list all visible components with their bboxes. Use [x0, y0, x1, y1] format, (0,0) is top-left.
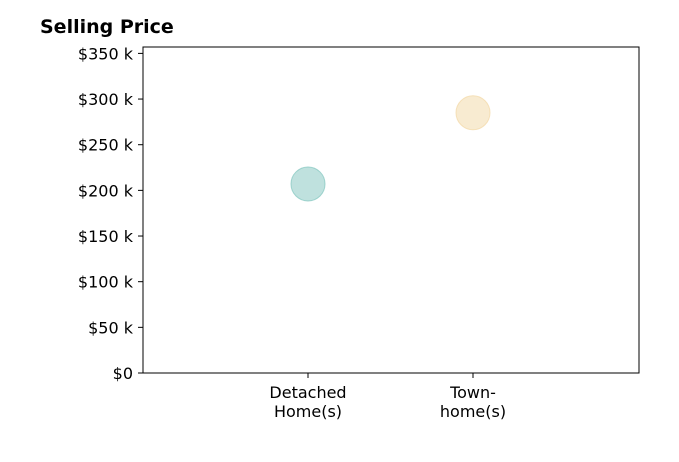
- y-tick-label: $150 k: [78, 227, 134, 246]
- x-tick-label: Town-: [449, 383, 496, 402]
- chart-title: Selling Price: [40, 16, 174, 38]
- data-point: [455, 95, 491, 131]
- plot-frame: [142, 46, 640, 374]
- y-tick-label: $0: [113, 364, 133, 383]
- y-tick-label: $250 k: [78, 136, 134, 155]
- y-tick-label: $350 k: [78, 44, 134, 63]
- y-tick-label: $200 k: [78, 181, 134, 200]
- y-tick-label: $50 k: [88, 318, 134, 337]
- y-tick-label: $300 k: [78, 90, 134, 109]
- x-tick-label: Home(s): [274, 402, 342, 421]
- y-tick-label: $100 k: [78, 273, 134, 292]
- data-points: [290, 95, 491, 202]
- x-tick-label: Detached: [269, 383, 346, 402]
- y-axis: $0 $50 k $100 k $150 k $200 k $250 k $300 k $35…: [78, 44, 143, 383]
- data-point: [290, 166, 326, 202]
- x-tick-label: home(s): [440, 402, 506, 421]
